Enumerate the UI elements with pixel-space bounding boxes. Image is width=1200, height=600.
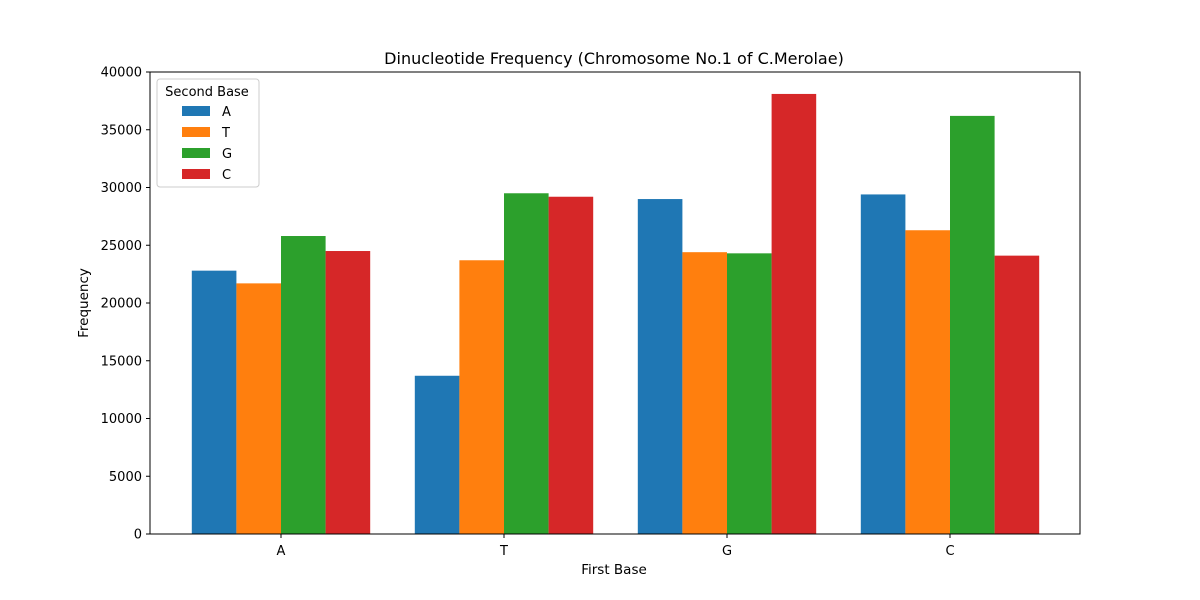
legend-swatch-c [182,169,210,179]
y-tick-label: 10000 [101,412,142,427]
y-tick-label: 20000 [101,297,142,312]
y-tick-label: 25000 [101,239,142,254]
x-axis-label: First Base [581,562,647,578]
bar-c-c [994,255,1040,534]
bar-c-a [860,194,906,534]
bar-t-c [548,196,594,535]
bar-c-g [950,115,995,534]
y-tick-label: 40000 [101,66,142,81]
chart-title: Dinucleotide Frequency (Chromosome No.1 … [384,49,844,68]
bar-c-t [905,230,950,535]
x-tick-label: G [722,544,732,559]
bar-a-c [325,251,371,534]
y-axis-label: Frequency [76,268,92,338]
legend-label-a: A [222,105,231,120]
y-tick-label: 30000 [101,181,142,196]
bar-a-g [281,236,326,534]
legend-label-g: G [222,147,232,162]
bar-a-t [236,283,281,534]
bar-t-t [459,260,504,534]
y-tick-label: 15000 [101,354,142,369]
bar-g-a [637,199,683,535]
legend-swatch-t [182,127,210,137]
y-tick-label: 5000 [109,470,142,485]
x-tick-label: T [499,544,508,559]
y-tick-label: 0 [134,528,142,543]
legend-label-t: T [221,126,230,141]
x-tick-label: A [277,544,286,559]
bar-g-g [727,253,772,534]
legend-title: Second Base [165,85,249,100]
bars-group [191,93,1040,535]
legend-swatch-g [182,148,210,158]
bar-a-a [191,270,237,534]
y-tick-label: 35000 [101,123,142,138]
legend-swatch-a [182,106,210,116]
legend-label-c: C [222,168,231,183]
bar-g-t [682,252,727,534]
y-axis: 0 5000 10000 15000 20000 25000 30000 35000 40000 [101,66,150,543]
bar-t-g [504,193,549,534]
bar-g-c [771,93,817,534]
bar-t-a [414,375,460,534]
x-tick-label: C [945,544,954,559]
